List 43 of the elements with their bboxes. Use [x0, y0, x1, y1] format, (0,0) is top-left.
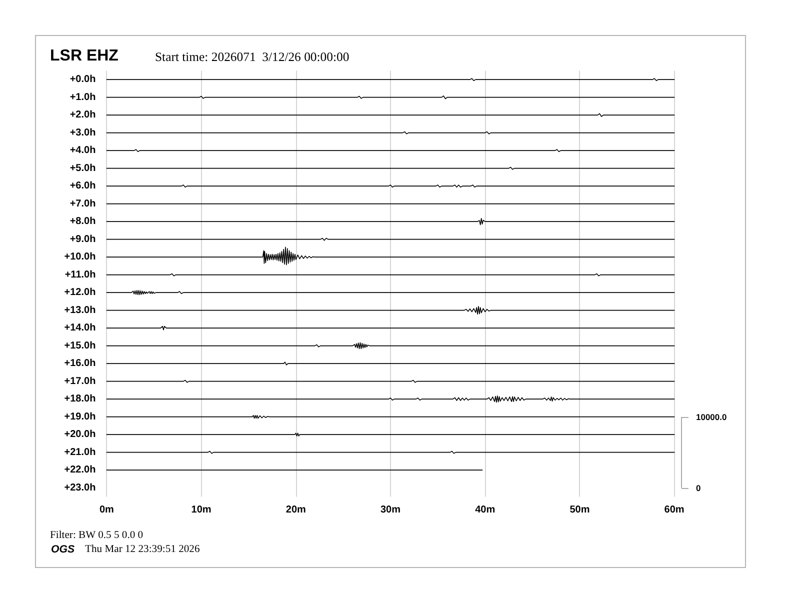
y-tick-label: +21.0h: [64, 446, 96, 458]
chart-subtitle: Start time: 2026071 3/12/26 00:00:00: [155, 50, 350, 64]
y-tick-label: +15.0h: [64, 340, 96, 352]
y-tick-label: +13.0h: [64, 304, 96, 316]
y-tick-label: +8.0h: [70, 216, 96, 228]
y-tick-label: +11.0h: [64, 269, 96, 280]
text: Thu Mar 12 23:39:51 2026: [85, 544, 200, 555]
line-series: [106, 306, 675, 315]
x-tick-label: 30m: [380, 504, 401, 516]
y-tick-label: +6.0h: [70, 180, 96, 192]
y-tick-label: +2.0h: [70, 110, 96, 121]
y-tick-label: +4.0h: [70, 145, 96, 156]
y-tick-label: +10.0h: [64, 252, 96, 263]
y-tick-label: +23.0h: [64, 482, 96, 494]
x-tick-label: 0m: [99, 504, 114, 516]
line-series: [106, 395, 675, 403]
y-tick-label: +18.0h: [64, 394, 96, 405]
y-tick-label: +14.0h: [64, 322, 96, 334]
line-series: [106, 342, 675, 350]
y-tick-label: +0.0h: [70, 74, 96, 86]
chart-title: LSR EHZ: [50, 48, 119, 64]
x-tick-label: 10m: [191, 504, 212, 516]
x-tick-label: 40m: [475, 504, 496, 516]
y-tick-label: +20.0h: [64, 429, 96, 440]
y-tick-label: +17.0h: [64, 376, 96, 387]
y-tick-label: +16.0h: [64, 358, 96, 370]
x-tick-label: 60m: [664, 504, 684, 516]
line-series: [106, 218, 675, 226]
y2-tick-label: 10000.0: [696, 412, 727, 422]
y-tick-label: +7.0h: [70, 198, 96, 210]
y-tick-label: +22.0h: [64, 464, 96, 476]
y-tick-label: +3.0h: [70, 127, 96, 138]
line-series: [106, 246, 675, 266]
x-tick-label: 50m: [570, 504, 590, 516]
y-tick-label: +9.0h: [70, 234, 96, 245]
y-tick-label: +19.0h: [64, 411, 96, 422]
y-tick-label: +1.0h: [70, 92, 96, 103]
y2-tick-label: 0: [696, 482, 701, 493]
x-tick-label: 20m: [286, 504, 306, 516]
text: Filter: BW 0.5 5 0.0 0: [50, 530, 144, 542]
text: OGS: [51, 544, 75, 556]
y-tick-label: +5.0h: [70, 162, 96, 174]
y-tick-label: +12.0h: [64, 287, 96, 298]
